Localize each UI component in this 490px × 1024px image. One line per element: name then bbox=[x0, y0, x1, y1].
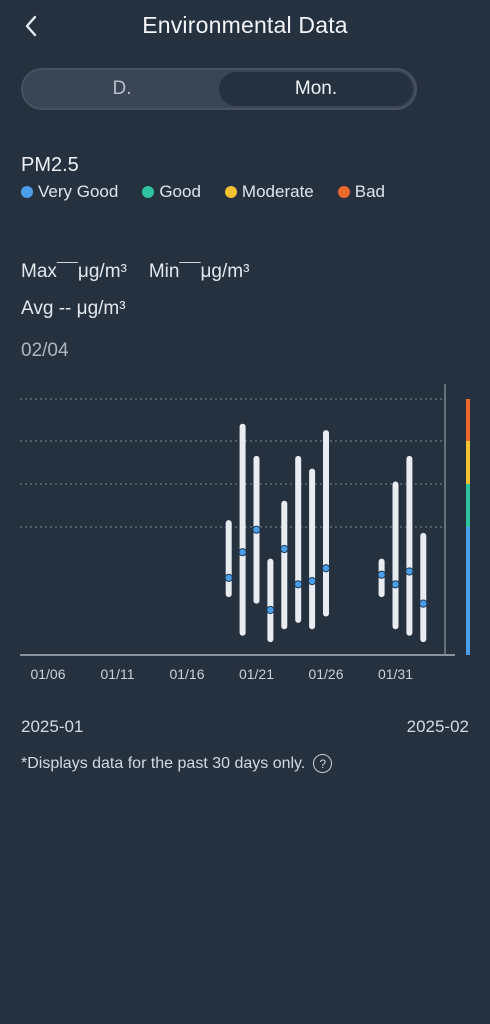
x-tick-label: 01/11 bbox=[101, 666, 135, 682]
help-icon[interactable]: ? bbox=[313, 754, 333, 773]
scale-band-very-good bbox=[466, 527, 470, 655]
avg-point bbox=[419, 599, 428, 608]
range-bar bbox=[239, 423, 246, 636]
min-value: ¯¯ bbox=[179, 261, 201, 282]
legend-item-very-good: Very Good bbox=[21, 182, 118, 202]
avg-point bbox=[391, 580, 400, 589]
legend-dot bbox=[142, 186, 155, 198]
legend-item-moderate: Moderate bbox=[224, 182, 314, 202]
max-value: ¯¯ bbox=[56, 261, 78, 282]
avg-point bbox=[280, 544, 289, 554]
avg-label: Avg bbox=[21, 298, 54, 319]
max-unit: μg/m³ bbox=[77, 261, 127, 282]
x-tick-label: 01/31 bbox=[378, 666, 413, 682]
avg-point bbox=[224, 573, 233, 582]
avg-point bbox=[294, 580, 303, 589]
max-label: Max bbox=[21, 261, 57, 282]
back-button[interactable] bbox=[14, 8, 48, 44]
month-end-label: 2025-02 bbox=[406, 717, 469, 736]
metric-title: PM2.5 bbox=[21, 154, 79, 176]
x-tick-label: 01/16 bbox=[169, 666, 204, 682]
range-bar bbox=[281, 500, 288, 630]
legend-label: Moderate bbox=[241, 182, 314, 201]
header: Environmental Data bbox=[0, 0, 490, 54]
avg-point bbox=[308, 577, 317, 586]
avg-value: -- bbox=[58, 298, 72, 319]
range-bar bbox=[309, 468, 316, 630]
range-bar bbox=[267, 558, 274, 643]
x-tick-label: 01/06 bbox=[30, 666, 65, 682]
avg-point bbox=[238, 548, 247, 557]
range-bar bbox=[323, 430, 329, 617]
page-title: Environmental Data bbox=[142, 12, 348, 38]
footnote: *Displays data for the past 30 days only… bbox=[21, 754, 333, 773]
avg-point bbox=[252, 525, 261, 534]
tab-day[interactable]: D. bbox=[112, 78, 132, 99]
chevron-left-icon bbox=[25, 15, 37, 37]
range-bar bbox=[392, 481, 399, 630]
range-bar bbox=[406, 455, 413, 636]
scale-band-bad bbox=[466, 399, 470, 441]
avg-point bbox=[266, 605, 275, 615]
x-tick-label: 01/26 bbox=[308, 666, 343, 682]
min-label: Min bbox=[148, 261, 180, 282]
avg-point bbox=[405, 567, 414, 576]
legend-dot bbox=[21, 186, 33, 198]
range-bar bbox=[420, 532, 427, 643]
range-bar bbox=[295, 455, 302, 623]
min-unit: μg/m³ bbox=[200, 261, 250, 282]
pm25-chart[interactable]: 01/06 01/11 01/16 01/21 01/26 01/31 bbox=[0, 378, 490, 698]
scale-band-good bbox=[466, 484, 470, 527]
legend-label: Very Good bbox=[38, 182, 119, 201]
scale-band-moderate bbox=[466, 441, 470, 484]
legend-dot bbox=[224, 186, 237, 198]
avg-point bbox=[321, 564, 331, 573]
legend-label: Good bbox=[159, 182, 201, 201]
footnote-text: *Displays data for the past 30 days only… bbox=[21, 754, 306, 772]
avg-point bbox=[377, 570, 386, 579]
month-start-label: 2025-01 bbox=[21, 717, 84, 736]
avg-stat: Avg -- μg/m³ bbox=[21, 298, 126, 320]
legend-item-bad: Bad bbox=[337, 182, 385, 202]
tab-month[interactable]: Mon. bbox=[219, 72, 413, 106]
range-bar bbox=[225, 520, 232, 598]
legend-label: Bad bbox=[354, 182, 385, 201]
period-segmented-control: D. Mon. bbox=[21, 68, 417, 110]
selected-date: 02/04 bbox=[21, 340, 69, 361]
x-tick-label: 01/21 bbox=[239, 666, 274, 682]
legend-item-good: Good bbox=[142, 182, 201, 202]
legend: Very Good Good Moderate Bad bbox=[21, 182, 385, 202]
legend-dot bbox=[337, 186, 350, 198]
max-min-stats: Max¯¯μg/m³ Min¯¯μg/m³ bbox=[21, 261, 249, 283]
avg-unit: μg/m³ bbox=[76, 298, 126, 319]
